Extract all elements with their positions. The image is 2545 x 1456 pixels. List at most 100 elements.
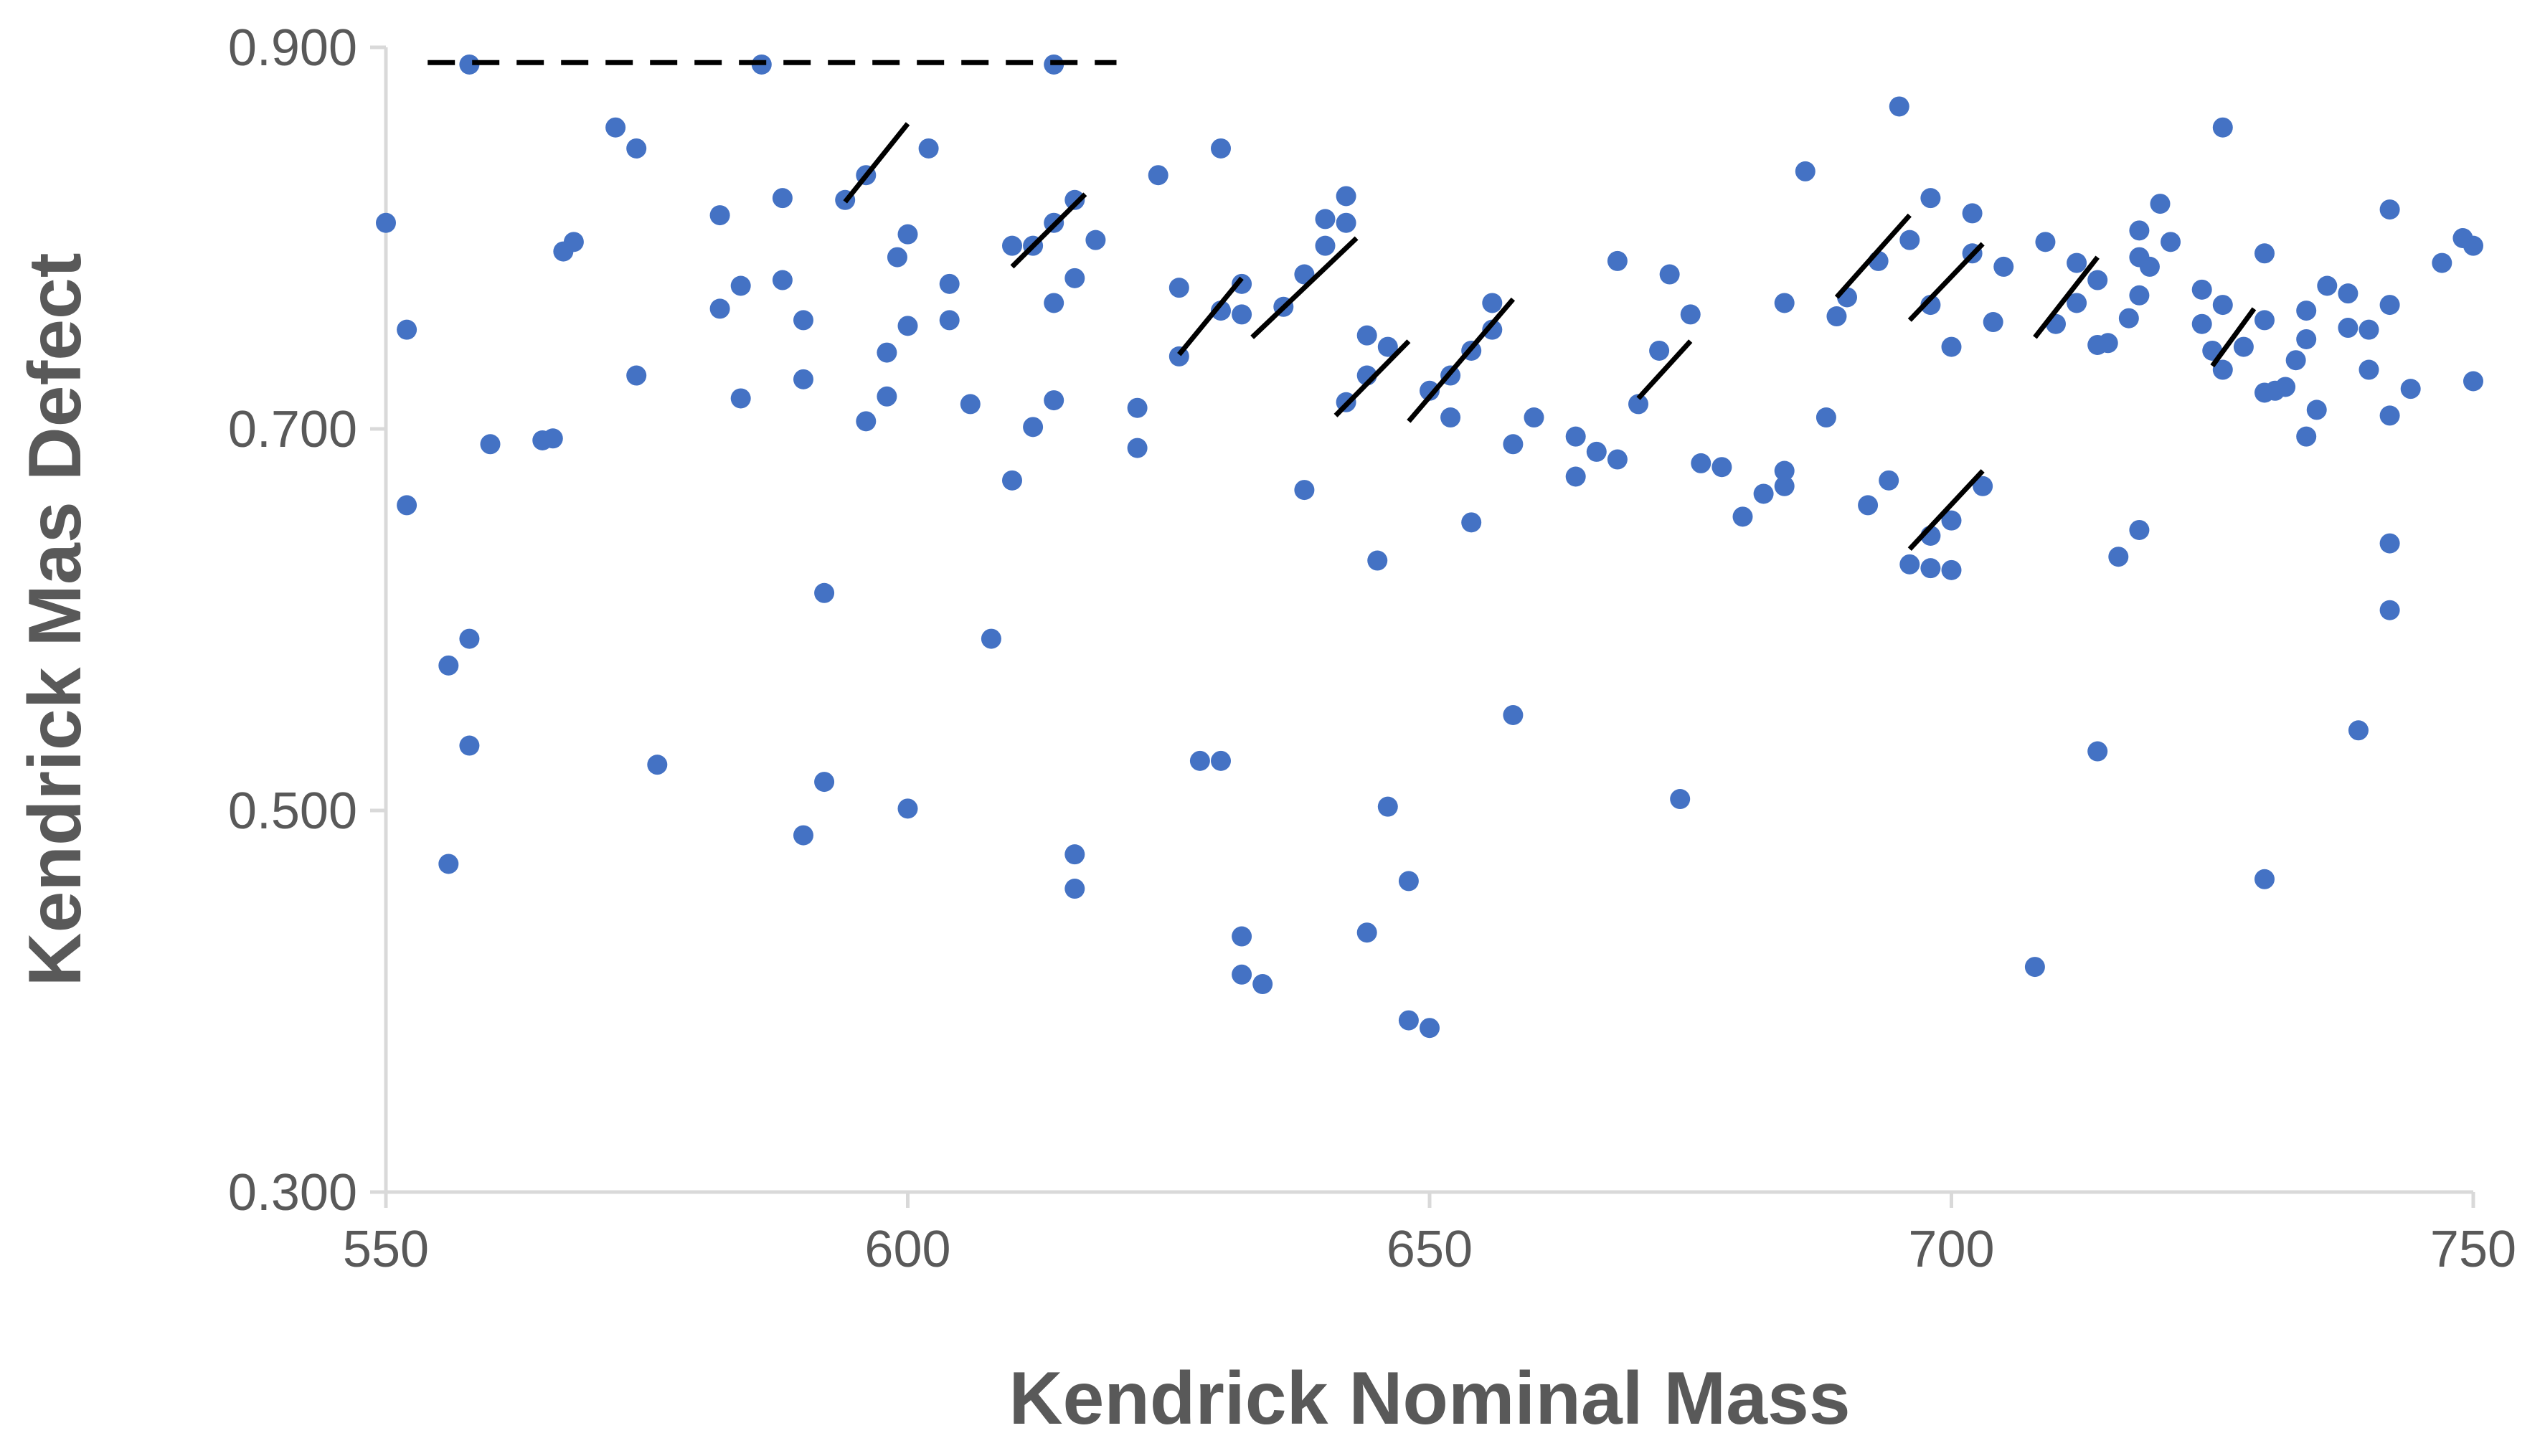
data-point <box>1858 495 1879 516</box>
data-point <box>2129 220 2150 241</box>
data-point <box>1064 189 1085 210</box>
data-point <box>438 854 459 874</box>
data-point <box>1816 407 1836 428</box>
data-point <box>1189 750 1210 771</box>
data-point <box>1962 203 1983 224</box>
data-point <box>1586 441 1607 462</box>
data-point <box>793 825 813 846</box>
data-point <box>1649 340 1670 361</box>
data-point <box>2087 270 2108 290</box>
data-point <box>1461 512 1482 533</box>
data-point <box>1420 1018 1440 1039</box>
data-point <box>1711 457 1732 478</box>
data-point <box>1064 268 1085 288</box>
data-point <box>2379 295 2400 316</box>
data-point <box>2150 194 2171 214</box>
data-point <box>709 205 730 226</box>
data-point <box>1367 550 1388 571</box>
homologous-series-line <box>1407 297 1516 423</box>
data-point <box>1168 278 1189 298</box>
data-point <box>2161 232 2181 252</box>
data-point <box>1565 426 1586 447</box>
y-tick-label: 0.700 <box>228 401 357 458</box>
data-point <box>2400 379 2421 400</box>
data-point <box>480 434 501 455</box>
data-point <box>897 798 918 819</box>
data-point <box>887 247 907 268</box>
x-tick-label: 600 <box>864 1221 950 1278</box>
data-point <box>877 342 897 363</box>
data-point <box>2254 869 2275 889</box>
data-point <box>2359 359 2379 380</box>
y-tick-label: 0.300 <box>228 1164 357 1221</box>
data-point <box>1356 325 1377 346</box>
data-point <box>1377 336 1398 357</box>
data-point <box>1294 480 1315 501</box>
data-point <box>2379 533 2400 554</box>
data-point <box>2129 285 2150 306</box>
data-point <box>730 388 751 409</box>
y-tick-label: 0.900 <box>228 19 357 77</box>
homologous-series-line <box>1636 339 1693 400</box>
data-point <box>897 316 918 336</box>
data-point <box>459 54 480 75</box>
data-point <box>1211 750 1231 771</box>
y-tick-label: 0.500 <box>228 783 357 840</box>
data-point <box>1973 476 1993 496</box>
homologous-series-line <box>2033 255 2100 339</box>
data-point <box>2067 252 2087 273</box>
data-point <box>2348 720 2369 741</box>
data-point <box>772 188 793 209</box>
data-point <box>1482 319 1503 340</box>
homologous-series-line <box>1907 469 1985 551</box>
data-point <box>1336 212 1356 233</box>
data-point <box>1941 559 1962 580</box>
data-point <box>2067 293 2087 313</box>
data-point <box>2432 252 2452 273</box>
data-point <box>1628 394 1648 415</box>
data-point <box>1826 306 1847 327</box>
x-tick-label: 550 <box>343 1221 429 1278</box>
data-point <box>2317 275 2338 296</box>
data-point <box>2191 313 2212 334</box>
data-point <box>1315 209 1336 230</box>
data-point <box>605 117 626 138</box>
data-point <box>438 655 459 676</box>
data-points <box>376 54 2483 1039</box>
data-point <box>1920 188 1941 209</box>
data-point <box>939 310 960 331</box>
data-point <box>1983 312 2003 333</box>
data-point <box>2296 328 2317 349</box>
homologous-series-line <box>1010 192 1087 269</box>
data-point <box>2233 336 2254 357</box>
data-point <box>2118 308 2139 328</box>
data-point <box>1482 293 1503 313</box>
data-point <box>2191 279 2212 300</box>
data-point <box>2379 600 2400 620</box>
data-point <box>397 495 417 516</box>
data-point <box>626 138 647 159</box>
x-tick-label: 700 <box>1908 1221 1994 1278</box>
data-point <box>1315 235 1336 256</box>
data-point <box>459 628 480 649</box>
x-tick-label: 750 <box>2430 1221 2516 1278</box>
data-point <box>2306 400 2327 420</box>
data-point <box>1398 1010 1419 1031</box>
data-point <box>1941 336 1962 357</box>
data-point <box>877 386 897 407</box>
data-point <box>626 365 647 386</box>
data-point <box>1503 434 1524 455</box>
data-point <box>1211 301 1231 321</box>
y-axis-title: Kendrick Mas Defect <box>14 252 97 986</box>
data-point <box>1795 161 1816 181</box>
data-point <box>2035 232 2056 252</box>
data-point <box>1232 964 1252 985</box>
data-point <box>1440 407 1461 428</box>
data-point <box>1232 926 1252 947</box>
data-point <box>1670 789 1691 810</box>
data-point <box>459 735 480 756</box>
data-point <box>2338 283 2359 304</box>
homologous-series-line <box>1333 339 1411 417</box>
data-point <box>856 411 877 432</box>
data-point <box>2212 359 2233 380</box>
